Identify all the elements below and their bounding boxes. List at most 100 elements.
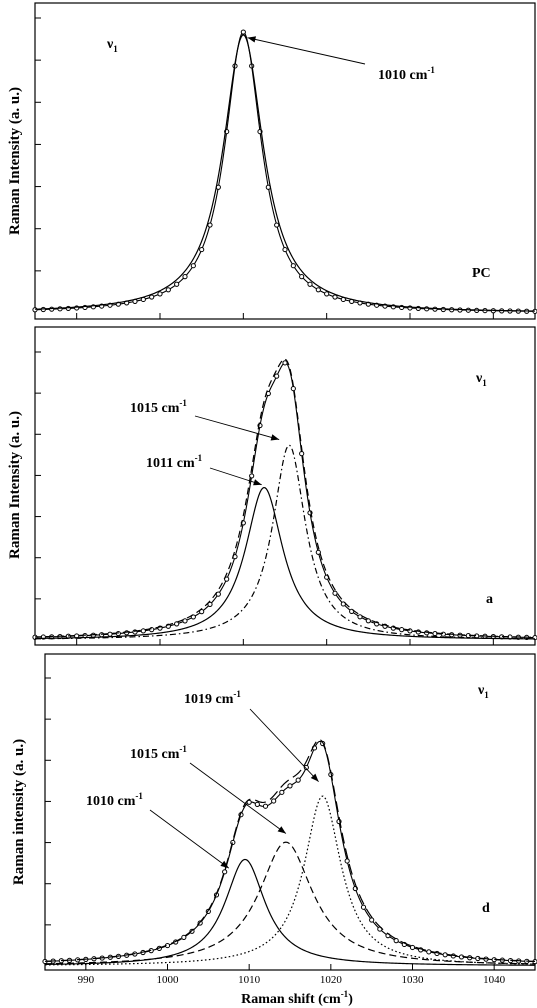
series-line-solid xyxy=(34,34,536,312)
data-point xyxy=(426,949,432,955)
data-point xyxy=(140,628,146,634)
panel-a-y-axis-label: Raman Intensity (a. u.) xyxy=(7,411,23,559)
series-line-long-dashed xyxy=(44,739,536,962)
panel-d-annotations: 1019 cm-1 1015 cm-1 1010 cm-1 xyxy=(86,689,319,869)
peak-annotation: 1019 cm-1 xyxy=(184,689,241,707)
panel-pc-letter: PC xyxy=(472,266,491,281)
data-point xyxy=(207,601,213,608)
data-point xyxy=(149,294,155,300)
panel-a-annotations: 1015 cm-1 1011 cm-1 xyxy=(130,398,280,486)
data-point xyxy=(207,222,213,228)
data-point xyxy=(181,934,187,941)
panel-d-y-axis-label: Raman intensity (a. u.) xyxy=(11,739,27,885)
panel-d-nu-label: ν1 xyxy=(477,683,489,700)
x-tick-label: 990 xyxy=(78,974,95,986)
data-point xyxy=(182,274,188,280)
data-point xyxy=(303,764,309,771)
data-point xyxy=(424,306,430,312)
data-point xyxy=(279,789,285,795)
data-point xyxy=(440,631,446,637)
panel-pc-ticks xyxy=(35,17,494,319)
panel-pc-annotations: 1010 cm-1 xyxy=(247,36,435,83)
data-point xyxy=(222,869,228,875)
annotation-arrowhead xyxy=(270,434,280,441)
x-tick-label: 1000 xyxy=(157,974,180,986)
data-point xyxy=(290,263,296,269)
data-point xyxy=(49,306,55,312)
data-point xyxy=(432,306,438,312)
peak-annotation: 1010 cm-1 xyxy=(86,791,143,809)
series-line-solid xyxy=(34,486,536,640)
data-point xyxy=(262,803,269,809)
data-point xyxy=(287,783,293,789)
data-point xyxy=(174,621,180,627)
series-line-dashed xyxy=(44,841,536,965)
data-point xyxy=(240,29,246,35)
data-point xyxy=(282,360,288,366)
annotation-arrow xyxy=(209,467,262,486)
panel-d-ticks: 990 1000 1010 1020 1030 1040 xyxy=(45,677,506,986)
series-line-dashdot xyxy=(34,444,536,640)
x-tick-label: 1040 xyxy=(483,974,506,986)
data-point xyxy=(357,614,363,620)
series-line-dashed xyxy=(34,358,536,638)
data-point xyxy=(274,373,280,379)
data-point xyxy=(107,631,113,637)
data-point xyxy=(344,858,350,864)
data-point xyxy=(157,291,163,297)
data-point xyxy=(282,246,288,253)
data-point xyxy=(369,917,375,923)
data-point xyxy=(32,307,38,313)
panel-a-ticks xyxy=(35,351,494,645)
data-point xyxy=(307,281,313,287)
data-point xyxy=(399,627,405,633)
panel-pc-y-axis-label: Raman Intensity (a. u.) xyxy=(7,87,23,235)
data-point xyxy=(274,222,280,228)
panel-a: 1015 cm-1 1011 cm-1 Raman Intensity (a. u… xyxy=(7,326,537,646)
annotation-arrow xyxy=(189,762,287,834)
x-axis-label: Raman shift (cm-1) xyxy=(241,989,353,1007)
data-point xyxy=(295,777,301,783)
data-point xyxy=(365,618,371,624)
series-line-solid xyxy=(44,858,535,966)
annotation-arrowhead xyxy=(310,773,319,782)
data-point xyxy=(393,938,399,944)
data-point xyxy=(324,291,330,297)
data-point xyxy=(332,590,338,596)
data-point xyxy=(215,591,221,597)
panel-a-letter: a xyxy=(486,592,493,607)
annotation-arrowhead xyxy=(220,860,229,869)
panel-a-frame xyxy=(34,326,536,646)
x-tick-label: 1010 xyxy=(238,974,261,986)
annotation-arrow xyxy=(249,708,319,782)
panel-d-series xyxy=(42,739,537,966)
peak-annotation: 1010 cm-1 xyxy=(378,65,435,83)
data-point xyxy=(315,287,321,293)
x-tick-label: 1020 xyxy=(320,974,343,986)
panel-a-series xyxy=(32,358,537,641)
annotation-arrow xyxy=(194,415,280,440)
panel-d: 990 1000 1010 1020 1030 1040 1019 cm-1 1015 cm… xyxy=(11,653,537,1007)
annotation-arrowhead xyxy=(247,36,257,43)
series-line-circles-line xyxy=(34,31,536,312)
annotation-arrow xyxy=(149,809,230,869)
annotation-arrowhead xyxy=(253,479,262,486)
series-line-circles-line xyxy=(34,362,536,639)
panel-pc: 1010 cm-1 Raman Intensity (a. u.) ν1 PC xyxy=(7,2,537,320)
peak-annotation: 1015 cm-1 xyxy=(130,398,187,416)
series-line-dotted xyxy=(44,795,536,966)
data-point xyxy=(165,287,171,293)
data-point xyxy=(299,274,305,280)
data-point xyxy=(290,385,296,392)
panel-a-nu-label: ν1 xyxy=(475,371,487,388)
peak-annotation: 1015 cm-1 xyxy=(130,744,187,762)
data-point xyxy=(199,246,205,253)
annotation-arrow xyxy=(247,37,366,65)
data-point xyxy=(332,294,338,300)
panel-d-frame xyxy=(44,653,536,971)
data-point xyxy=(182,618,188,624)
data-point xyxy=(315,549,321,555)
annotation-arrowhead xyxy=(277,826,286,834)
data-point xyxy=(174,281,180,287)
